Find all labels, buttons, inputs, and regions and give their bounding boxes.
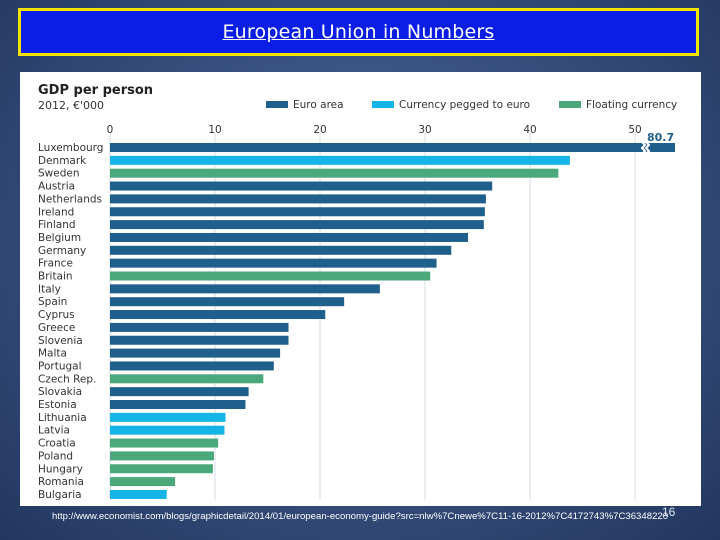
chart-title: GDP per person [38,83,153,98]
bar-romania [110,477,176,487]
category-label-finland: Finland [38,219,76,231]
category-label-hungary: Hungary [38,463,83,475]
category-label-cyprus: Cyprus [38,309,75,321]
category-label-poland: Poland [38,450,73,462]
x-tick-label-30: 30 [418,124,431,136]
category-label-czech-rep: Czech Rep. [38,373,96,385]
slide-title-box: European Union in Numbers [18,8,699,56]
category-label-luxembourg: Luxembourg [38,142,103,154]
legend-label-euro: Euro area [293,99,344,111]
category-label-portugal: Portugal [38,360,82,372]
x-tick-label-20: 20 [313,124,326,136]
slide-title: European Union in Numbers [222,21,495,43]
category-label-sweden: Sweden [38,168,80,180]
bar-poland [110,451,214,461]
x-tick-label-10: 10 [208,124,221,136]
bar-croatia [110,438,219,448]
bar-finland [110,220,484,230]
bar-portugal [110,361,274,371]
value-label-luxembourg: 80.7 [647,131,674,144]
category-label-spain: Spain [38,296,67,308]
category-label-malta: Malta [38,348,67,360]
bar-latvia [110,425,225,435]
bar-hungary [110,464,213,474]
bar-slovakia [110,387,249,397]
bar-lithuania [110,412,226,422]
category-label-estonia: Estonia [38,399,77,411]
bar-cyprus [110,310,326,320]
axis-break-mark [640,141,647,155]
x-tick-label-50: 50 [628,124,641,136]
legend-swatch-floating [559,101,581,108]
chart-panel: GDP per person 2012, €'000 Euro area Curren… [20,72,701,506]
category-label-germany: Germany [38,245,86,257]
category-label-latvia: Latvia [38,425,70,437]
x-tick-label-40: 40 [523,124,536,136]
bar-denmark [110,155,570,165]
category-label-austria: Austria [38,181,75,193]
bar-germany [110,245,452,255]
bar-luxembourg [110,143,675,152]
legend-label-floating: Floating currency [586,99,677,111]
x-tick-label-0: 0 [107,124,114,136]
category-label-greece: Greece [38,322,75,334]
bar-italy [110,284,380,294]
category-label-denmark: Denmark [38,155,87,167]
category-label-britain: Britain [38,271,73,283]
bar-estonia [110,400,246,409]
slide-number: 16 [662,505,676,519]
category-label-france: France [38,258,73,270]
bar-malta [110,348,281,358]
source-url[interactable]: http://www.economist.com/blogs/graphicde… [52,511,669,522]
bar-austria [110,181,493,191]
bar-spain [110,297,345,307]
bar-bulgaria [110,489,167,499]
bar-czech-rep [110,374,264,384]
bar-britain [110,271,431,281]
category-label-bulgaria: Bulgaria [38,489,82,501]
category-label-croatia: Croatia [38,438,76,450]
category-label-slovakia: Slovakia [38,386,82,398]
axis-break-mark [644,141,651,155]
legend-label-pegged: Currency pegged to euro [399,99,530,111]
category-label-italy: Italy [38,283,61,295]
legend-swatch-euro [266,101,288,108]
category-label-belgium: Belgium [38,232,81,244]
chart-subtitle: 2012, €'000 [38,99,104,112]
bar-sweden [110,168,559,178]
bar-greece [110,322,289,332]
legend-swatch-pegged [372,101,394,108]
category-label-lithuania: Lithuania [38,412,87,424]
bar-belgium [110,232,469,242]
category-label-netherlands: Netherlands [38,193,102,205]
category-label-slovenia: Slovenia [38,335,83,347]
category-label-romania: Romania [38,476,84,488]
bar-ireland [110,207,485,217]
bar-netherlands [110,194,486,204]
bar-france [110,258,437,268]
bar-slovenia [110,335,289,345]
category-label-ireland: Ireland [38,206,74,218]
